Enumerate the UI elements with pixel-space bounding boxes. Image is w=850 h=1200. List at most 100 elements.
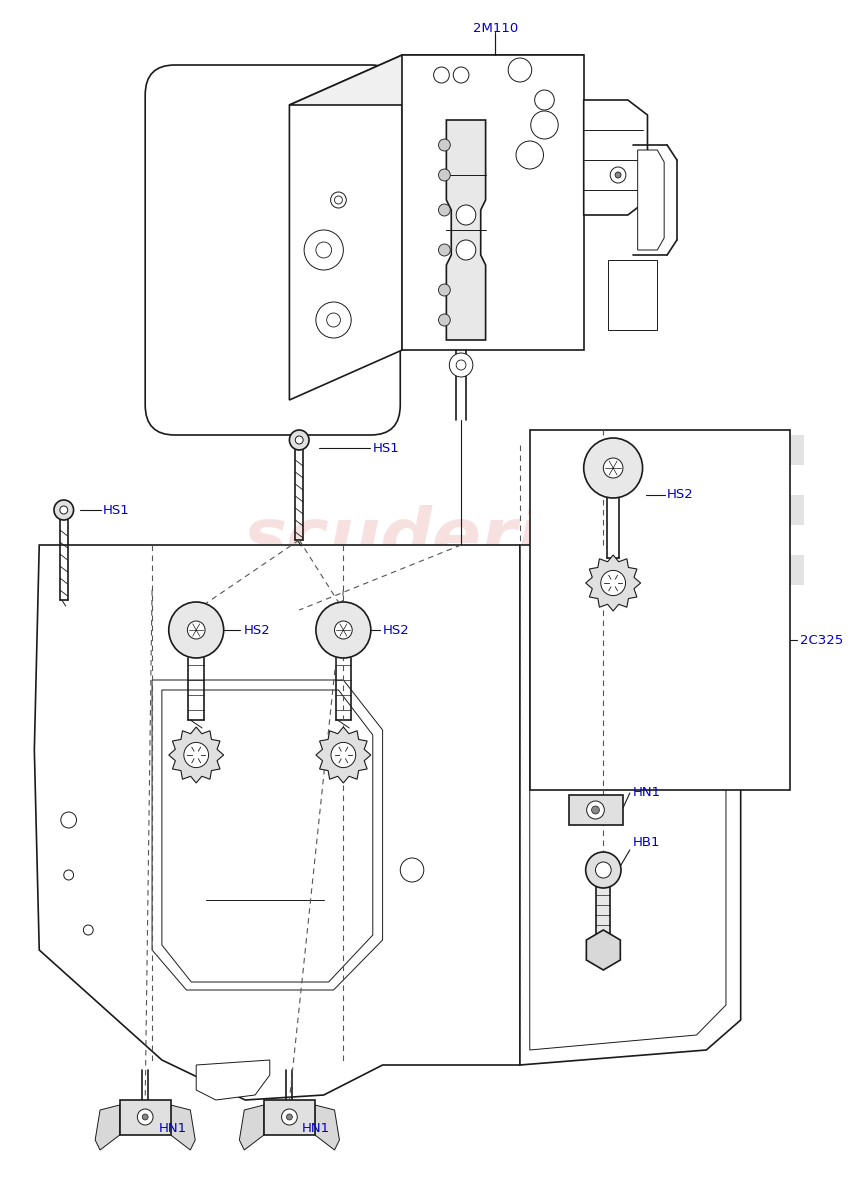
- Polygon shape: [586, 930, 620, 970]
- Bar: [598, 494, 632, 526]
- Circle shape: [331, 192, 346, 208]
- Circle shape: [439, 284, 451, 296]
- Circle shape: [535, 90, 554, 110]
- Text: 2C325: 2C325: [800, 634, 843, 647]
- Bar: [530, 430, 790, 790]
- Circle shape: [138, 1109, 153, 1126]
- Circle shape: [316, 242, 332, 258]
- Circle shape: [316, 602, 371, 658]
- Circle shape: [586, 802, 604, 818]
- Circle shape: [596, 862, 611, 878]
- Text: HN1: HN1: [302, 1122, 331, 1134]
- Bar: [736, 494, 770, 526]
- Bar: [667, 526, 701, 554]
- Bar: [264, 1100, 314, 1135]
- Circle shape: [286, 1114, 292, 1120]
- Bar: [770, 464, 804, 494]
- Bar: [632, 434, 667, 464]
- Polygon shape: [289, 55, 584, 104]
- Polygon shape: [314, 1105, 339, 1150]
- Text: HN1: HN1: [159, 1122, 187, 1134]
- Polygon shape: [95, 1105, 120, 1150]
- Circle shape: [281, 1109, 298, 1126]
- Bar: [736, 434, 770, 464]
- Bar: [701, 526, 736, 554]
- FancyBboxPatch shape: [145, 65, 400, 434]
- Circle shape: [184, 743, 208, 768]
- Bar: [667, 554, 701, 584]
- Bar: [701, 434, 736, 464]
- Circle shape: [530, 110, 558, 139]
- Bar: [770, 554, 804, 584]
- Polygon shape: [586, 554, 641, 611]
- Bar: [701, 494, 736, 526]
- Bar: [597, 870, 610, 950]
- Circle shape: [169, 602, 224, 658]
- Bar: [598, 434, 632, 464]
- Text: HS2: HS2: [667, 488, 694, 502]
- Bar: [736, 554, 770, 584]
- Bar: [598, 526, 632, 554]
- Circle shape: [331, 743, 355, 768]
- Circle shape: [615, 172, 621, 178]
- Circle shape: [439, 204, 451, 216]
- Circle shape: [326, 313, 340, 326]
- Circle shape: [456, 240, 476, 260]
- Circle shape: [64, 870, 74, 880]
- Text: scuderia: scuderia: [243, 505, 591, 575]
- Polygon shape: [196, 1060, 269, 1100]
- Circle shape: [586, 852, 621, 888]
- Circle shape: [434, 67, 450, 83]
- Circle shape: [83, 925, 94, 935]
- Text: 2M110: 2M110: [473, 22, 518, 35]
- Bar: [569, 794, 623, 826]
- Bar: [770, 584, 804, 614]
- Polygon shape: [530, 560, 726, 1050]
- Bar: [120, 1100, 171, 1135]
- Circle shape: [450, 353, 473, 377]
- Bar: [564, 494, 598, 526]
- Circle shape: [187, 622, 205, 638]
- Bar: [667, 434, 701, 464]
- Circle shape: [304, 230, 343, 270]
- Polygon shape: [34, 545, 520, 1100]
- Bar: [701, 464, 736, 494]
- Circle shape: [61, 812, 76, 828]
- Circle shape: [316, 302, 351, 338]
- Text: r  p  a  r  t  s: r p a r t s: [305, 593, 529, 626]
- Circle shape: [400, 858, 424, 882]
- Circle shape: [604, 458, 623, 478]
- Circle shape: [142, 1114, 148, 1120]
- Circle shape: [453, 67, 469, 83]
- Bar: [701, 554, 736, 584]
- Polygon shape: [584, 100, 648, 215]
- Bar: [632, 554, 667, 584]
- Circle shape: [335, 196, 343, 204]
- Bar: [667, 584, 701, 614]
- Polygon shape: [240, 1105, 264, 1150]
- Polygon shape: [169, 727, 224, 782]
- Polygon shape: [402, 55, 584, 350]
- Bar: [770, 494, 804, 526]
- Circle shape: [295, 436, 303, 444]
- Text: HS1: HS1: [373, 442, 399, 455]
- Bar: [609, 260, 657, 330]
- Bar: [564, 526, 598, 554]
- Bar: [632, 494, 667, 526]
- Bar: [736, 584, 770, 614]
- Bar: [564, 584, 598, 614]
- Circle shape: [592, 806, 599, 814]
- Bar: [701, 584, 736, 614]
- Polygon shape: [171, 1105, 196, 1150]
- Circle shape: [439, 314, 451, 326]
- Circle shape: [601, 570, 626, 595]
- Bar: [598, 554, 632, 584]
- Circle shape: [584, 438, 643, 498]
- Polygon shape: [446, 120, 485, 340]
- Polygon shape: [316, 727, 371, 782]
- Circle shape: [289, 430, 309, 450]
- Circle shape: [439, 169, 451, 181]
- Bar: [770, 434, 804, 464]
- Bar: [736, 464, 770, 494]
- Bar: [632, 464, 667, 494]
